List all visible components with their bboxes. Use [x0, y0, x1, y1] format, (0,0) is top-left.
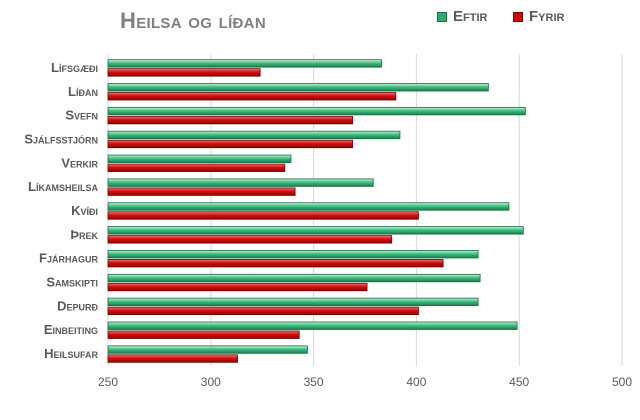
x-tick-label: 350 [304, 375, 324, 389]
bar-eftir [107, 106, 526, 116]
bar-eftir [107, 345, 308, 354]
y-tick-label: Samskipti [46, 275, 98, 290]
bar-fyrir [107, 68, 261, 77]
x-tick-label: 250 [98, 375, 118, 389]
bar-eftir [107, 202, 510, 211]
bar-fyrir [107, 115, 354, 125]
bar-fyrir [107, 282, 368, 292]
bar-eftir [107, 321, 518, 330]
y-tick-label: Þrek [70, 227, 98, 242]
x-tick-label: 400 [406, 375, 426, 389]
y-tick-label: Kvíði [71, 203, 98, 218]
bar-eftir [107, 154, 292, 163]
y-tick-label: Líkamsheilsa [28, 179, 98, 194]
legend-swatch-eftir [437, 11, 447, 22]
y-tick-label: Verkir [61, 155, 98, 170]
bar-eftir [107, 83, 489, 92]
legend-item-fyrir: Fyrir [513, 8, 564, 25]
y-tick-label: Einbeiting [44, 322, 98, 337]
y-tick-label: Líðan [68, 84, 98, 99]
bar-eftir [107, 226, 524, 235]
y-tick-label: Heilsufar [44, 346, 98, 361]
x-tick-label: 450 [509, 375, 529, 389]
legend-swatch-fyrir [513, 11, 523, 22]
bar-fyrir [107, 139, 354, 149]
bar-fyrir [107, 306, 419, 316]
bar-eftir [107, 297, 479, 307]
bar-eftir [107, 178, 374, 187]
legend-item-eftir: Eftir [437, 8, 487, 25]
bar-fyrir [107, 259, 444, 268]
bar-fyrir [107, 235, 393, 244]
bar-fyrir [107, 330, 300, 339]
legend-label-eftir: Eftir [453, 8, 488, 25]
bar-fyrir [107, 211, 419, 220]
x-tick-label: 300 [201, 375, 221, 389]
y-tick-label: Depurð [57, 298, 98, 313]
bar-eftir [107, 250, 479, 259]
y-tick-label: Fjárhagur [39, 251, 98, 266]
bar-fyrir [107, 163, 286, 172]
bar-eftir [107, 130, 401, 140]
y-tick-label: Svefn [65, 108, 98, 123]
bar-eftir [107, 273, 481, 283]
y-tick-label: Lífsgæði [51, 60, 98, 75]
x-tick-label: 500 [612, 375, 632, 389]
legend-label-fyrir: Fyrir [529, 8, 565, 25]
bar-fyrir [107, 92, 397, 101]
y-tick-label: Sjálfsstjórn [24, 131, 98, 146]
chart-title: Heilsa og líðan [120, 8, 266, 33]
bar-fyrir [107, 187, 296, 196]
bar-fyrir [107, 354, 238, 363]
bar-eftir [107, 59, 382, 68]
